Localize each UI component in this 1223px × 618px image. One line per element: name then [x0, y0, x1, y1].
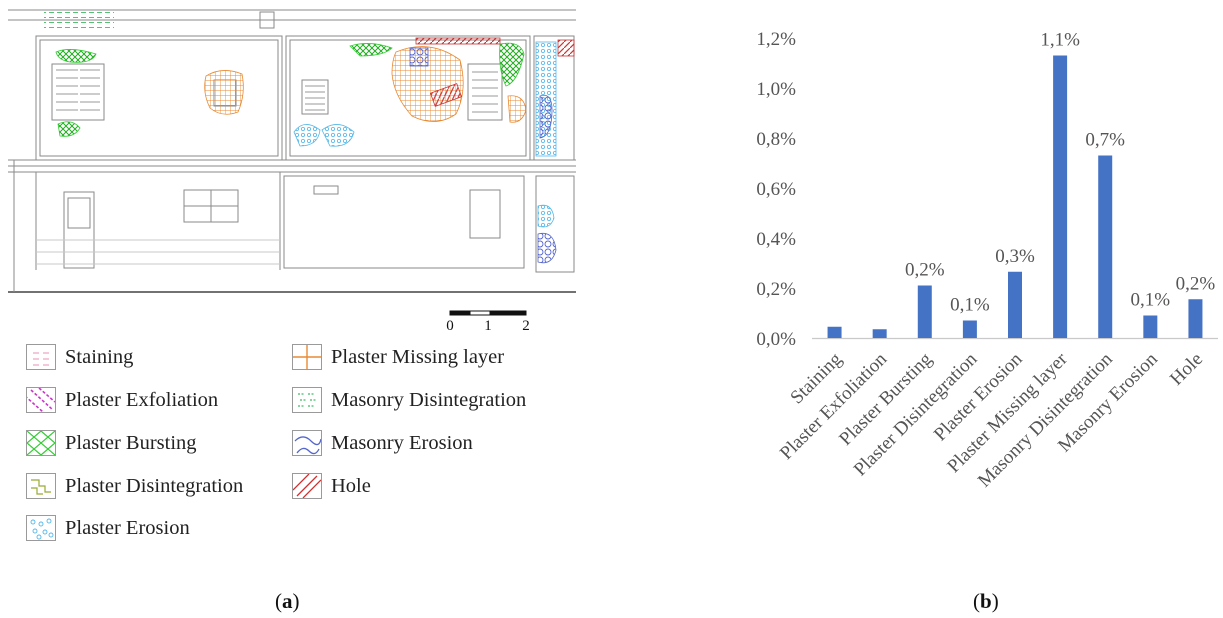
legend-label: Hole — [331, 474, 371, 497]
legend-item: Masonry Erosion — [292, 428, 473, 458]
bursting-swatch-icon — [26, 430, 56, 456]
bar — [1188, 299, 1203, 338]
y-tick-label: 1,2% — [756, 29, 796, 50]
y-tick-label: 0,4% — [756, 229, 796, 250]
panel-a: 0 1 2 Staining Plaster Exfoliation Plaster… — [0, 0, 600, 618]
disintegration-swatch-icon — [26, 473, 56, 499]
data-label: 0,3% — [995, 246, 1035, 267]
data-label: 0,1% — [950, 295, 990, 316]
masonry-disintegration-swatch-icon — [292, 387, 322, 413]
data-label: 0,1% — [1131, 290, 1171, 311]
masonry-erosion-swatch-icon — [292, 430, 322, 456]
legend-label: Plaster Disintegration — [65, 474, 244, 497]
legend-item: Masonry Disintegration — [292, 385, 526, 415]
legend-item: Plaster Missing layer — [292, 342, 504, 372]
legend-item: Hole — [292, 471, 371, 501]
bar — [1098, 155, 1113, 338]
staining-swatch-icon — [26, 344, 56, 370]
bar — [917, 285, 932, 338]
bar — [872, 329, 887, 338]
legend-label: Plaster Erosion — [65, 516, 190, 539]
legend-label: Masonry Erosion — [331, 431, 473, 454]
erosion-swatch-icon — [26, 515, 56, 541]
legend: Staining Plaster Exfoliation Plaster Burst… — [26, 338, 586, 548]
legend-item: Plaster Erosion — [26, 513, 190, 543]
missing-layer-swatch-icon — [292, 344, 322, 370]
data-label: 0,2% — [905, 260, 945, 281]
panel-b: 0,0% 0,2% 0,4% 0,6% 0,8% 1,0% 1,2% Staining Plas… — [690, 0, 1223, 618]
panel-b-caption: (b) — [973, 589, 999, 613]
bar — [827, 326, 842, 338]
legend-item: Plaster Exfoliation — [26, 385, 218, 415]
data-label: 0,7% — [1085, 130, 1125, 151]
bar — [1008, 271, 1022, 338]
y-tick-label: 0,6% — [756, 179, 796, 200]
exfoliation-swatch-icon — [26, 387, 56, 413]
y-tick-label: 0,8% — [756, 129, 796, 150]
legend-label: Plaster Bursting — [65, 431, 197, 454]
bar — [1143, 315, 1158, 338]
legend-item: Plaster Bursting — [26, 428, 197, 458]
y-tick-label: 0,0% — [756, 329, 796, 350]
hole-swatch-icon — [292, 473, 322, 499]
legend-label: Staining — [65, 345, 134, 368]
bar — [1053, 55, 1068, 338]
scale-tick: 1 — [484, 318, 492, 330]
y-tick-label: 0,2% — [756, 279, 796, 300]
data-label: 0,2% — [1176, 273, 1216, 294]
legend-label: Plaster Exfoliation — [65, 388, 219, 411]
legend-item: Staining — [26, 342, 133, 372]
bar — [962, 320, 977, 338]
y-tick-label: 1,0% — [756, 79, 796, 100]
data-label: 1,1% — [1040, 30, 1080, 51]
legend-label: Plaster Missing layer — [331, 345, 505, 368]
scale-tick: 2 — [522, 318, 530, 330]
legend-label: Masonry Disintegration — [331, 388, 527, 411]
category-label: Hole — [1166, 349, 1207, 390]
legend-item: Plaster Disintegration — [26, 471, 243, 501]
panel-a-caption: (a) — [275, 589, 300, 613]
scale-tick: 0 — [446, 318, 454, 330]
facade-drawing: 0 1 2 — [8, 9, 576, 334]
bar-chart: 0,0%0,2%0,4%0,6%0,8%1,0%1,2%StainingPlas… — [756, 29, 1218, 492]
